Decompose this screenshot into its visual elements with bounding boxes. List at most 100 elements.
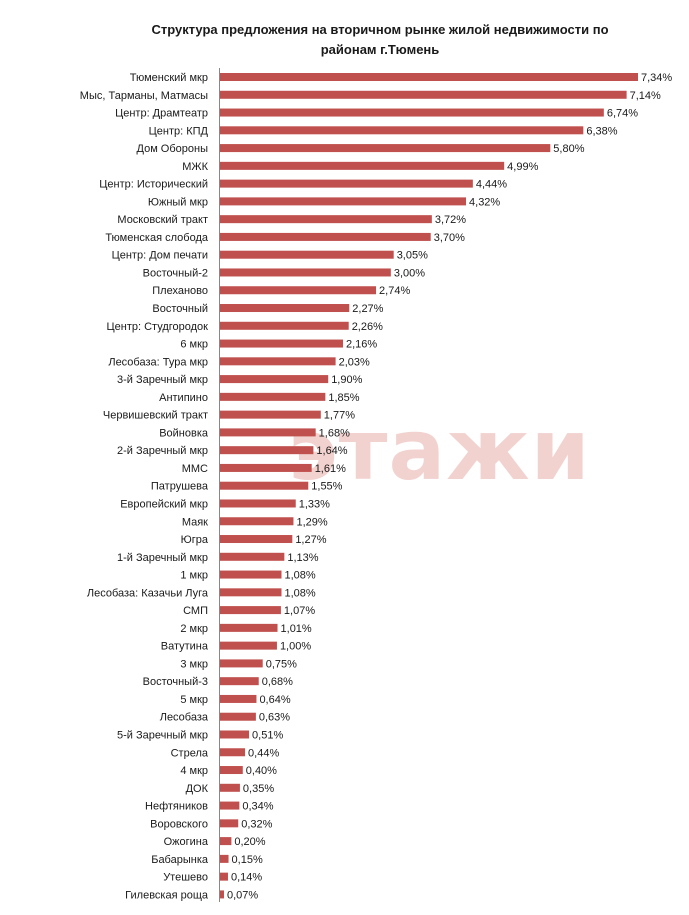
bar-45 [220,854,229,863]
bar-38 [220,730,250,739]
category-label-19: Антипино [159,392,208,404]
bar-16 [220,339,344,348]
bar-15 [220,321,349,330]
value-label-6: 4,99% [507,161,538,173]
value-label-37: 0,63% [259,712,290,724]
category-label-29: 1 мкр [180,570,208,582]
category-label-11: Центр: Дом печати [112,250,208,262]
category-label-12: Восточный-2 [143,267,208,279]
bar-17 [220,357,336,366]
bar-4 [220,126,584,135]
bar-2 [220,90,627,99]
category-label-37: Лесобаза [160,712,209,724]
category-label-27: Югра [181,534,209,546]
bar-25 [220,499,296,508]
value-label-25: 1,33% [299,498,330,510]
category-label-14: Восточный [152,303,208,315]
bar-42 [220,801,240,810]
bar-23 [220,463,312,472]
bar-12 [220,268,391,277]
value-label-13: 2,74% [379,285,410,297]
category-label-21: Войновка [159,427,209,439]
value-label-3: 6,74% [607,108,638,120]
category-label-8: Южный мкр [148,196,208,208]
bar-36 [220,694,257,703]
watermark-logo: этажи [288,401,591,499]
bar-18 [220,375,329,384]
value-label-26: 1,29% [296,516,327,528]
bar-35 [220,677,259,686]
bar-11 [220,250,394,259]
bar-34 [220,659,263,668]
bar-1 [220,73,638,81]
category-label-40: 4 мкр [180,765,208,777]
bar-40 [220,766,243,775]
value-label-35: 0,68% [262,676,293,688]
category-label-16: 6 мкр [180,339,208,351]
value-label-47: 0,07% [227,889,258,901]
category-label-25: Европейский мкр [120,498,208,510]
category-label-5: Дом Обороны [137,143,209,155]
bars-group [220,73,638,899]
value-label-7: 4,44% [476,179,507,191]
value-label-40: 0,40% [246,765,277,777]
value-label-17: 2,03% [339,356,370,368]
category-label-15: Центр: Студгородок [107,321,209,333]
category-label-1: Тюменский мкр [130,72,208,84]
category-label-38: 5-й Заречный мкр [117,729,208,741]
category-label-39: Стрела [171,747,209,759]
value-label-8: 4,32% [469,196,500,208]
value-label-11: 3,05% [397,250,428,262]
value-label-34: 0,75% [266,658,297,670]
bar-43 [220,819,239,828]
category-label-46: Утешево [163,872,208,884]
value-label-30: 1,08% [285,587,316,599]
bar-41 [220,783,240,792]
bar-8 [220,197,467,206]
bar-24 [220,481,309,490]
value-label-9: 3,72% [435,214,466,226]
category-label-34: 3 мкр [180,658,208,670]
bar-32 [220,623,278,632]
value-label-20: 1,77% [324,410,355,422]
category-label-23: ММС [182,463,208,475]
category-label-26: Маяк [182,516,208,528]
value-label-5: 5,80% [553,143,584,155]
bar-39 [220,748,246,757]
value-label-43: 0,32% [241,818,272,830]
bar-22 [220,446,314,455]
value-label-4: 6,38% [586,125,617,137]
value-label-21: 1,68% [319,427,350,439]
category-label-20: Червишевский тракт [103,410,208,422]
category-label-2: Мыс, Тарманы, Матмасы [80,90,208,102]
category-label-28: 1-й Заречный мкр [117,552,208,564]
value-label-31: 1,07% [284,605,315,617]
bar-13 [220,286,377,295]
value-label-18: 1,90% [331,374,362,386]
category-label-24: Патрушева [151,481,209,493]
value-label-2: 7,14% [630,90,661,102]
category-label-45: Бабарынка [151,854,209,866]
value-label-46: 0,14% [231,872,262,884]
category-label-3: Центр: Драмтеатр [115,108,208,120]
category-label-32: 2 мкр [180,623,208,635]
value-label-15: 2,26% [352,321,383,333]
chart-title: Структура предложения на вторичном рынке… [100,20,660,60]
value-label-24: 1,55% [311,481,342,493]
chart-title-line-1: Структура предложения на вторичном рынке… [151,22,609,37]
bar-14 [220,304,350,313]
value-label-16: 2,16% [346,339,377,351]
bar-47 [220,890,224,899]
bar-31 [220,606,281,615]
value-label-23: 1,61% [315,463,346,475]
bar-28 [220,552,285,561]
bar-10 [220,232,431,241]
bar-21 [220,428,316,437]
bar-5 [220,144,551,153]
value-label-38: 0,51% [252,729,283,741]
bar-27 [220,535,293,544]
category-label-6: МЖК [182,161,208,173]
value-label-10: 3,70% [434,232,465,244]
bar-33 [220,641,277,650]
value-label-33: 1,00% [280,641,311,653]
